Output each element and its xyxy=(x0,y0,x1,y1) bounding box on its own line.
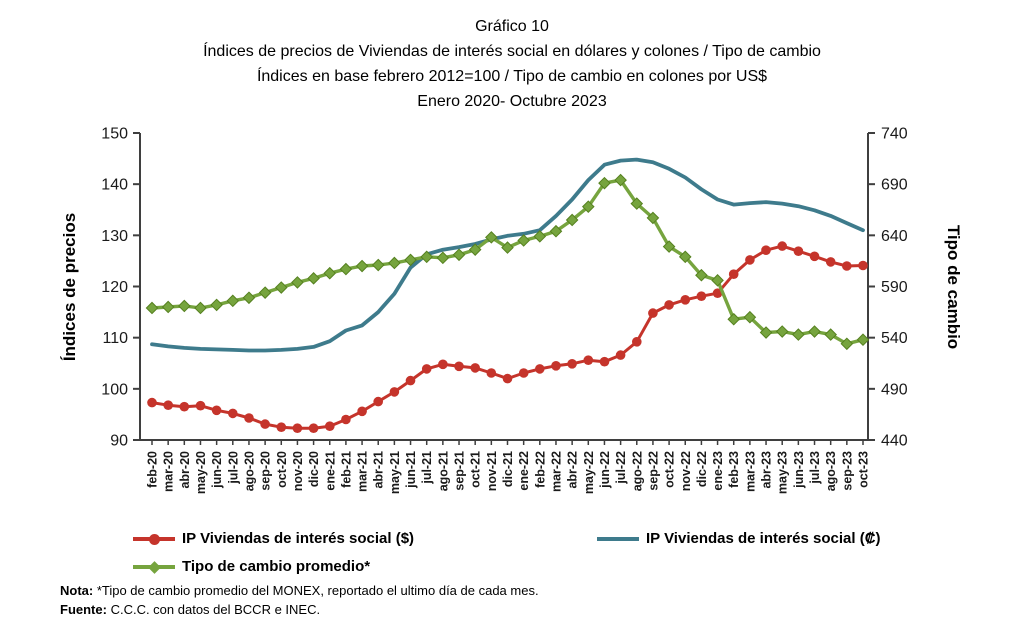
y-left-tick-label: 110 xyxy=(102,330,128,347)
x-tick-label: ago-22 xyxy=(630,451,644,491)
x-tick-label: feb-22 xyxy=(533,451,547,488)
y-right-tick-label: 640 xyxy=(881,228,908,245)
x-tick-label: ene-22 xyxy=(517,451,531,491)
axes xyxy=(139,133,869,441)
legend-label-ip-crc: IP Viviendas de interés social (₡) xyxy=(646,530,881,547)
x-tick-label: oct-22 xyxy=(663,451,677,488)
x-tick-label: jul-22 xyxy=(614,451,628,485)
x-tick-label: ene-23 xyxy=(711,451,725,491)
x-tick-label: dic-21 xyxy=(501,451,515,487)
legend-item-tipo-cambio: Tipo de cambio promedio* xyxy=(133,558,370,575)
y-left-tick-label: 140 xyxy=(101,177,128,194)
x-tick-label: may-21 xyxy=(388,451,402,494)
legend-label-ip-usd: IP Viviendas de interés social ($) xyxy=(182,530,415,547)
x-tick-label: may-20 xyxy=(194,451,208,494)
x-tick-label: may-22 xyxy=(582,451,596,494)
x-tick-label: jul-20 xyxy=(226,451,240,485)
source-line: Fuente: C.C.C. con datos del BCCR e INEC… xyxy=(60,602,321,617)
chart-title: Índices de precios de Viviendas de inter… xyxy=(203,43,821,60)
x-tick-label: mar-20 xyxy=(162,451,176,492)
x-tick-label: ago-20 xyxy=(242,451,256,491)
y-right-tick-label: 490 xyxy=(881,381,908,398)
x-tick-label: nov-20 xyxy=(291,451,305,491)
series-ip-crc-line xyxy=(150,157,865,353)
y-right-tick-label: 590 xyxy=(881,279,908,296)
series-tipo-cambio-line xyxy=(150,178,865,346)
legend-swatch-teal-line xyxy=(597,532,639,546)
chart-title-block: Gráfico 10 Índices de precios de Viviend… xyxy=(0,14,1024,114)
x-tick-label: nov-22 xyxy=(679,451,693,491)
legend-label-tipo-cambio: Tipo de cambio promedio* xyxy=(182,558,371,575)
chart-subtitle: Índices en base febrero 2012=100 / Tipo … xyxy=(256,68,768,85)
x-tick-label: sep-22 xyxy=(646,451,660,491)
chart-number: Gráfico 10 xyxy=(475,18,549,35)
x-tick-label: mar-23 xyxy=(743,451,757,492)
series-tipo-cambio-markers xyxy=(145,173,870,351)
x-tick-label: abr-23 xyxy=(760,451,774,489)
x-tick-label: jul-21 xyxy=(420,451,434,485)
x-tick-label: feb-23 xyxy=(727,451,741,488)
x-tick-label: abr-22 xyxy=(566,451,580,489)
y-left-axis-title: Índices de precios xyxy=(60,213,79,361)
legend-swatch-red-line-circle xyxy=(133,532,175,546)
x-tick-label: mar-21 xyxy=(356,451,370,492)
x-tick-label: feb-21 xyxy=(339,451,353,488)
x-tick-label: mar-22 xyxy=(549,451,563,492)
y-right-tick-label: 690 xyxy=(881,177,908,194)
x-tick-label: oct-23 xyxy=(857,451,871,488)
chart-period: Enero 2020- Octubre 2023 xyxy=(417,93,607,110)
x-tick-label: abr-21 xyxy=(372,451,386,489)
x-tick-label: nov-21 xyxy=(485,451,499,491)
x-tick-label: jul-23 xyxy=(808,451,822,485)
y-axis-right: 740 690 640 590 540 490 440 xyxy=(868,126,908,450)
x-tick-label: jun-21 xyxy=(404,451,418,489)
chart-notes: Nota: *Tipo de cambio promedio del MONEX… xyxy=(60,581,539,619)
x-tick-label: jun-22 xyxy=(598,451,612,489)
x-tick-label: dic-22 xyxy=(695,451,709,487)
x-tick-label: dic-20 xyxy=(307,451,321,487)
x-tick-label: ago-21 xyxy=(436,451,450,491)
y-right-tick-label: 440 xyxy=(881,433,908,450)
x-tick-label: sep-21 xyxy=(453,451,467,491)
x-tick-label: oct-20 xyxy=(275,451,289,488)
y-left-tick-label: 130 xyxy=(101,228,128,245)
note-line: Nota: *Tipo de cambio promedio del MONEX… xyxy=(60,583,539,598)
x-tick-label: ago-23 xyxy=(824,451,838,491)
series-ip-usd-line xyxy=(150,244,865,430)
x-tick-label: jun-20 xyxy=(210,451,224,489)
x-tick-label: sep-20 xyxy=(259,451,273,491)
x-tick-label: jun-23 xyxy=(792,451,806,489)
y-right-tick-label: 540 xyxy=(881,330,908,347)
x-tick-label: ene-21 xyxy=(323,451,337,491)
series-ip-usd-markers xyxy=(147,241,868,434)
y-right-tick-label: 740 xyxy=(881,126,908,143)
y-axis-left: 150 140 130 120 110 100 90 xyxy=(101,126,140,450)
x-axis: feb-20 mar-20 abr-20 may-20 jun-20 jul-20 ago-… xyxy=(146,440,871,494)
y-left-tick-label: 150 xyxy=(101,126,128,143)
y-left-tick-label: 90 xyxy=(110,433,128,450)
legend-swatch-green-line-diamond xyxy=(133,560,175,574)
y-right-axis-title: Tipo de cambio xyxy=(944,225,963,349)
x-tick-label: abr-20 xyxy=(178,451,192,489)
x-tick-label: sep-23 xyxy=(840,451,854,491)
y-left-tick-label: 120 xyxy=(101,279,128,296)
x-tick-label: oct-21 xyxy=(469,451,483,488)
legend-item-ip-usd: IP Viviendas de interés social ($) xyxy=(133,530,414,547)
x-tick-label: may-23 xyxy=(776,451,790,494)
x-tick-label: feb-20 xyxy=(146,451,160,488)
legend-item-ip-crc: IP Viviendas de interés social (₡) xyxy=(597,530,881,547)
y-left-tick-label: 100 xyxy=(101,381,128,398)
